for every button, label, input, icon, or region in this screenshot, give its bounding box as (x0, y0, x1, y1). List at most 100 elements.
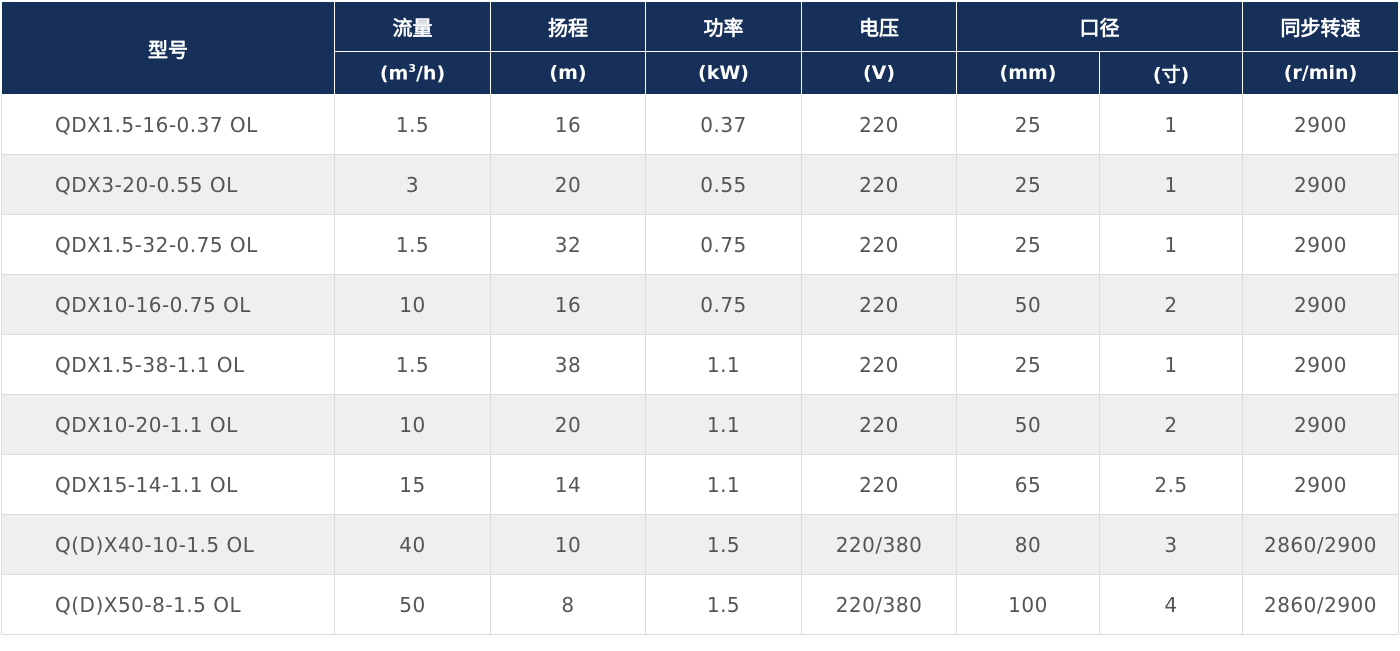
voltage-cell: 220 (801, 454, 957, 515)
bore-mm-cell: 25 (956, 214, 1100, 275)
model-cell: QDX1.5-32-0.75 OL (1, 214, 335, 275)
flow-cell: 1.5 (334, 334, 491, 395)
head-cell: 20 (490, 394, 646, 455)
voltage-cell: 220 (801, 94, 957, 155)
voltage-cell: 220 (801, 394, 957, 455)
flow-cell: 40 (334, 514, 491, 575)
voltage-cell: 220 (801, 214, 957, 275)
voltage-unit: (V) (801, 51, 957, 95)
bore-inch-unit: (寸) (1099, 51, 1243, 95)
header-row-units: (m3/h) (m) (kW) (V) (mm) (寸) (r/min) (2, 51, 1399, 95)
model-cell: Q(D)X50-8-1.5 OL (1, 574, 335, 635)
speed-cell: 2900 (1242, 94, 1399, 155)
speed-header: 同步转速 (1242, 1, 1399, 52)
power-unit: (kW) (645, 51, 802, 95)
voltage-cell: 220 (801, 154, 957, 215)
bore-mm-cell: 50 (956, 394, 1100, 455)
flow-cell: 1.5 (334, 94, 491, 155)
model-cell: QDX1.5-38-1.1 OL (1, 334, 335, 395)
pump-spec-table: 型号 流量 扬程 功率 电压 口径 同步转速 (m3/h) (m) (kW) (… (1, 1, 1399, 635)
power-cell: 1.1 (645, 394, 802, 455)
head-cell: 38 (490, 334, 646, 395)
bore-mm-cell: 25 (956, 94, 1100, 155)
table-row: QDX1.5-32-0.75 OL 1.5 32 0.75 220 25 1 2… (1, 214, 1399, 275)
table-row: Q(D)X50-8-1.5 OL 50 8 1.5 220/380 100 4 … (1, 574, 1399, 635)
bore-inch-cell: 1 (1099, 334, 1243, 395)
head-cell: 16 (490, 94, 646, 155)
bore-inch-cell: 1 (1099, 214, 1243, 275)
bore-inch-cell: 2.5 (1099, 454, 1243, 515)
bore-mm-unit: (mm) (956, 51, 1100, 95)
table-body: QDX1.5-16-0.37 OL 1.5 16 0.37 220 25 1 2… (1, 94, 1399, 635)
bore-mm-cell: 65 (956, 454, 1100, 515)
voltage-cell: 220/380 (801, 574, 957, 635)
head-cell: 32 (490, 214, 646, 275)
flow-unit: (m3/h) (334, 51, 491, 95)
speed-cell: 2900 (1242, 274, 1399, 335)
table-row: QDX10-16-0.75 OL 10 16 0.75 220 50 2 290… (1, 274, 1399, 335)
flow-cell: 15 (334, 454, 491, 515)
head-cell: 20 (490, 154, 646, 215)
flow-unit-post: /h) (415, 62, 446, 85)
voltage-header: 电压 (801, 1, 957, 52)
flow-cell: 50 (334, 574, 491, 635)
model-cell: QDX15-14-1.1 OL (1, 454, 335, 515)
bore-inch-cell: 1 (1099, 94, 1243, 155)
power-cell: 0.75 (645, 214, 802, 275)
voltage-cell: 220/380 (801, 514, 957, 575)
bore-inch-cell: 2 (1099, 394, 1243, 455)
flow-unit-pre: (m (379, 62, 409, 85)
flow-cell: 3 (334, 154, 491, 215)
flow-header: 流量 (334, 1, 491, 52)
power-cell: 1.5 (645, 574, 802, 635)
head-header: 扬程 (490, 1, 646, 52)
voltage-cell: 220 (801, 274, 957, 335)
power-header: 功率 (645, 1, 802, 52)
head-unit: (m) (490, 51, 646, 95)
flow-cell: 1.5 (334, 214, 491, 275)
head-cell: 8 (490, 574, 646, 635)
flow-cell: 10 (334, 394, 491, 455)
power-cell: 1.1 (645, 454, 802, 515)
speed-cell: 2900 (1242, 394, 1399, 455)
bore-inch-cell: 3 (1099, 514, 1243, 575)
table-row: QDX15-14-1.1 OL 15 14 1.1 220 65 2.5 290… (1, 454, 1399, 515)
model-header: 型号 (1, 1, 335, 95)
power-cell: 0.55 (645, 154, 802, 215)
speed-cell: 2900 (1242, 214, 1399, 275)
table-row: Q(D)X40-10-1.5 OL 40 10 1.5 220/380 80 3… (1, 514, 1399, 575)
head-cell: 10 (490, 514, 646, 575)
flow-unit-sup: 3 (408, 61, 416, 75)
speed-cell: 2860/2900 (1242, 514, 1399, 575)
speed-unit: (r/min) (1242, 51, 1399, 95)
table-row: QDX1.5-16-0.37 OL 1.5 16 0.37 220 25 1 2… (1, 94, 1399, 155)
head-cell: 16 (490, 274, 646, 335)
table-header: 型号 流量 扬程 功率 电压 口径 同步转速 (m3/h) (m) (kW) (… (1, 1, 1399, 95)
bore-mm-cell: 25 (956, 334, 1100, 395)
table-row: QDX1.5-38-1.1 OL 1.5 38 1.1 220 25 1 290… (1, 334, 1399, 395)
bore-mm-cell: 80 (956, 514, 1100, 575)
bore-inch-cell: 1 (1099, 154, 1243, 215)
model-cell: Q(D)X40-10-1.5 OL (1, 514, 335, 575)
model-cell: QDX10-20-1.1 OL (1, 394, 335, 455)
bore-inch-cell: 4 (1099, 574, 1243, 635)
model-cell: QDX10-16-0.75 OL (1, 274, 335, 335)
head-cell: 14 (490, 454, 646, 515)
speed-cell: 2860/2900 (1242, 574, 1399, 635)
bore-inch-cell: 2 (1099, 274, 1243, 335)
bore-mm-cell: 100 (956, 574, 1100, 635)
model-cell: QDX3-20-0.55 OL (1, 154, 335, 215)
power-cell: 0.75 (645, 274, 802, 335)
power-cell: 1.1 (645, 334, 802, 395)
flow-cell: 10 (334, 274, 491, 335)
speed-cell: 2900 (1242, 334, 1399, 395)
header-row-titles: 型号 流量 扬程 功率 电压 口径 同步转速 (1, 1, 1399, 95)
model-cell: QDX1.5-16-0.37 OL (1, 94, 335, 155)
table-row: QDX3-20-0.55 OL 3 20 0.55 220 25 1 2900 (1, 154, 1399, 215)
power-cell: 1.5 (645, 514, 802, 575)
bore-mm-cell: 50 (956, 274, 1100, 335)
speed-cell: 2900 (1242, 454, 1399, 515)
speed-cell: 2900 (1242, 154, 1399, 215)
power-cell: 0.37 (645, 94, 802, 155)
bore-mm-cell: 25 (956, 154, 1100, 215)
